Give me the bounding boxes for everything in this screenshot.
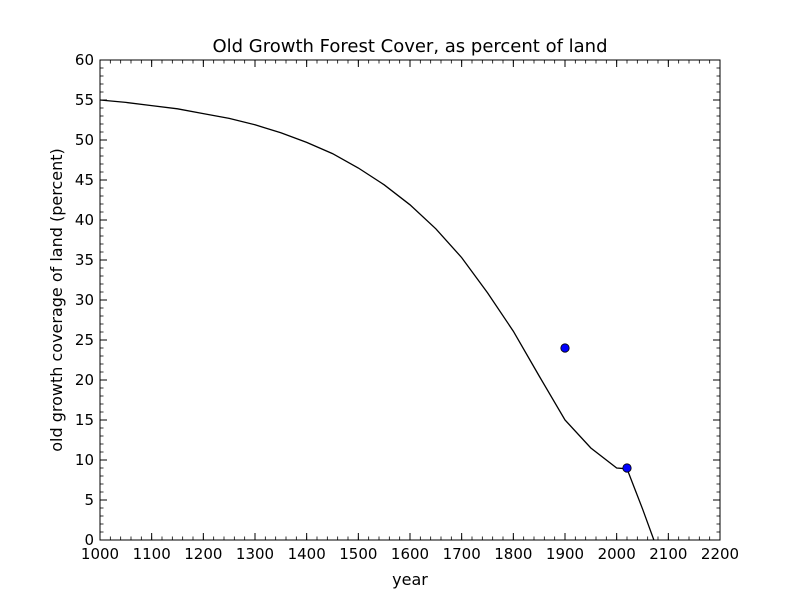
- data-point-marker: [622, 463, 632, 473]
- y-tick-label: 5: [84, 491, 94, 509]
- x-tick-label: 2000: [598, 545, 636, 563]
- y-tick-label: 10: [75, 451, 94, 469]
- y-tick-label: 50: [75, 131, 94, 149]
- x-tick-label: 1200: [184, 545, 222, 563]
- y-tick-label: 15: [75, 411, 94, 429]
- x-tick-label: 2200: [701, 545, 739, 563]
- y-tick-label: 0: [84, 531, 94, 549]
- y-tick-label: 25: [75, 331, 94, 349]
- y-tick-label: 45: [75, 171, 94, 189]
- x-axis-title: year: [392, 570, 428, 589]
- x-tick-label: 1000: [81, 545, 119, 563]
- x-tick-label: 1500: [339, 545, 377, 563]
- x-tick-label: 2100: [649, 545, 687, 563]
- y-tick-label: 60: [75, 51, 94, 69]
- y-tick-label: 30: [75, 291, 94, 309]
- y-axis-title: old growth coverage of land (percent): [47, 148, 66, 452]
- x-tick-label: 1300: [236, 545, 274, 563]
- x-tick-label: 1600: [391, 545, 429, 563]
- y-tick-label: 35: [75, 251, 94, 269]
- x-tick-label: 1400: [288, 545, 326, 563]
- y-tick-label: 55: [75, 91, 94, 109]
- x-tick-label: 1800: [494, 545, 532, 563]
- chart-title: Old Growth Forest Cover, as percent of l…: [212, 36, 607, 57]
- x-axis: 1000 1100 1200 1300 1400 1500 1600 1700 1800 1900…: [81, 60, 739, 563]
- series-line: [100, 99, 655, 540]
- x-tick-label: 1100: [133, 545, 171, 563]
- x-tick-label: 1700: [443, 545, 481, 563]
- x-tick-label: 1900: [546, 545, 584, 563]
- y-tick-label: 40: [75, 211, 94, 229]
- data-point-marker: [560, 343, 570, 353]
- y-axis: 0 5 10 15 20 25 30 35 40 45 50 55 60: [75, 51, 720, 549]
- y-tick-label: 20: [75, 371, 94, 389]
